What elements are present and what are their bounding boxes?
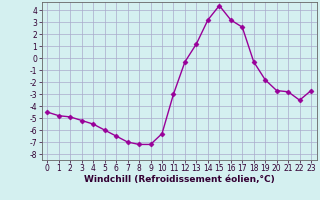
- X-axis label: Windchill (Refroidissement éolien,°C): Windchill (Refroidissement éolien,°C): [84, 175, 275, 184]
